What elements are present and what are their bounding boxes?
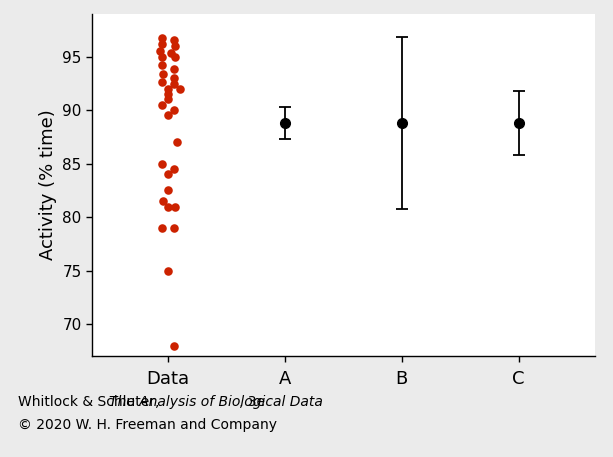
Point	[163, 267, 173, 274]
Point	[158, 197, 168, 205]
Point	[169, 342, 178, 350]
Point	[163, 203, 173, 210]
Point	[170, 53, 180, 60]
Point	[163, 90, 173, 98]
Point	[157, 160, 167, 167]
Y-axis label: Activity (% time): Activity (% time)	[39, 110, 56, 260]
Point	[155, 48, 165, 55]
Point	[163, 85, 173, 92]
Text: The Analysis of Biological Data: The Analysis of Biological Data	[109, 395, 323, 409]
Point	[157, 224, 167, 232]
Text: Whitlock & Schluter,: Whitlock & Schluter,	[18, 395, 164, 409]
Point	[172, 138, 182, 146]
Point	[163, 112, 173, 119]
Point	[169, 37, 178, 44]
Point	[169, 81, 178, 88]
Point	[175, 85, 185, 92]
Point	[169, 165, 178, 173]
Point	[157, 53, 167, 60]
Point	[157, 79, 167, 86]
Point	[157, 101, 167, 108]
Point	[169, 106, 178, 114]
Point	[170, 203, 180, 210]
Point	[157, 62, 167, 69]
Point	[163, 187, 173, 194]
Point	[169, 224, 178, 232]
Text: , 3e: , 3e	[239, 395, 265, 409]
Point	[169, 74, 178, 82]
Point	[157, 35, 167, 42]
Point	[163, 96, 173, 103]
Text: © 2020 W. H. Freeman and Company: © 2020 W. H. Freeman and Company	[18, 418, 278, 432]
Point	[167, 50, 177, 57]
Point	[163, 171, 173, 178]
Point	[158, 70, 168, 77]
Point	[157, 40, 167, 48]
Point	[170, 42, 180, 49]
Point	[169, 66, 178, 73]
